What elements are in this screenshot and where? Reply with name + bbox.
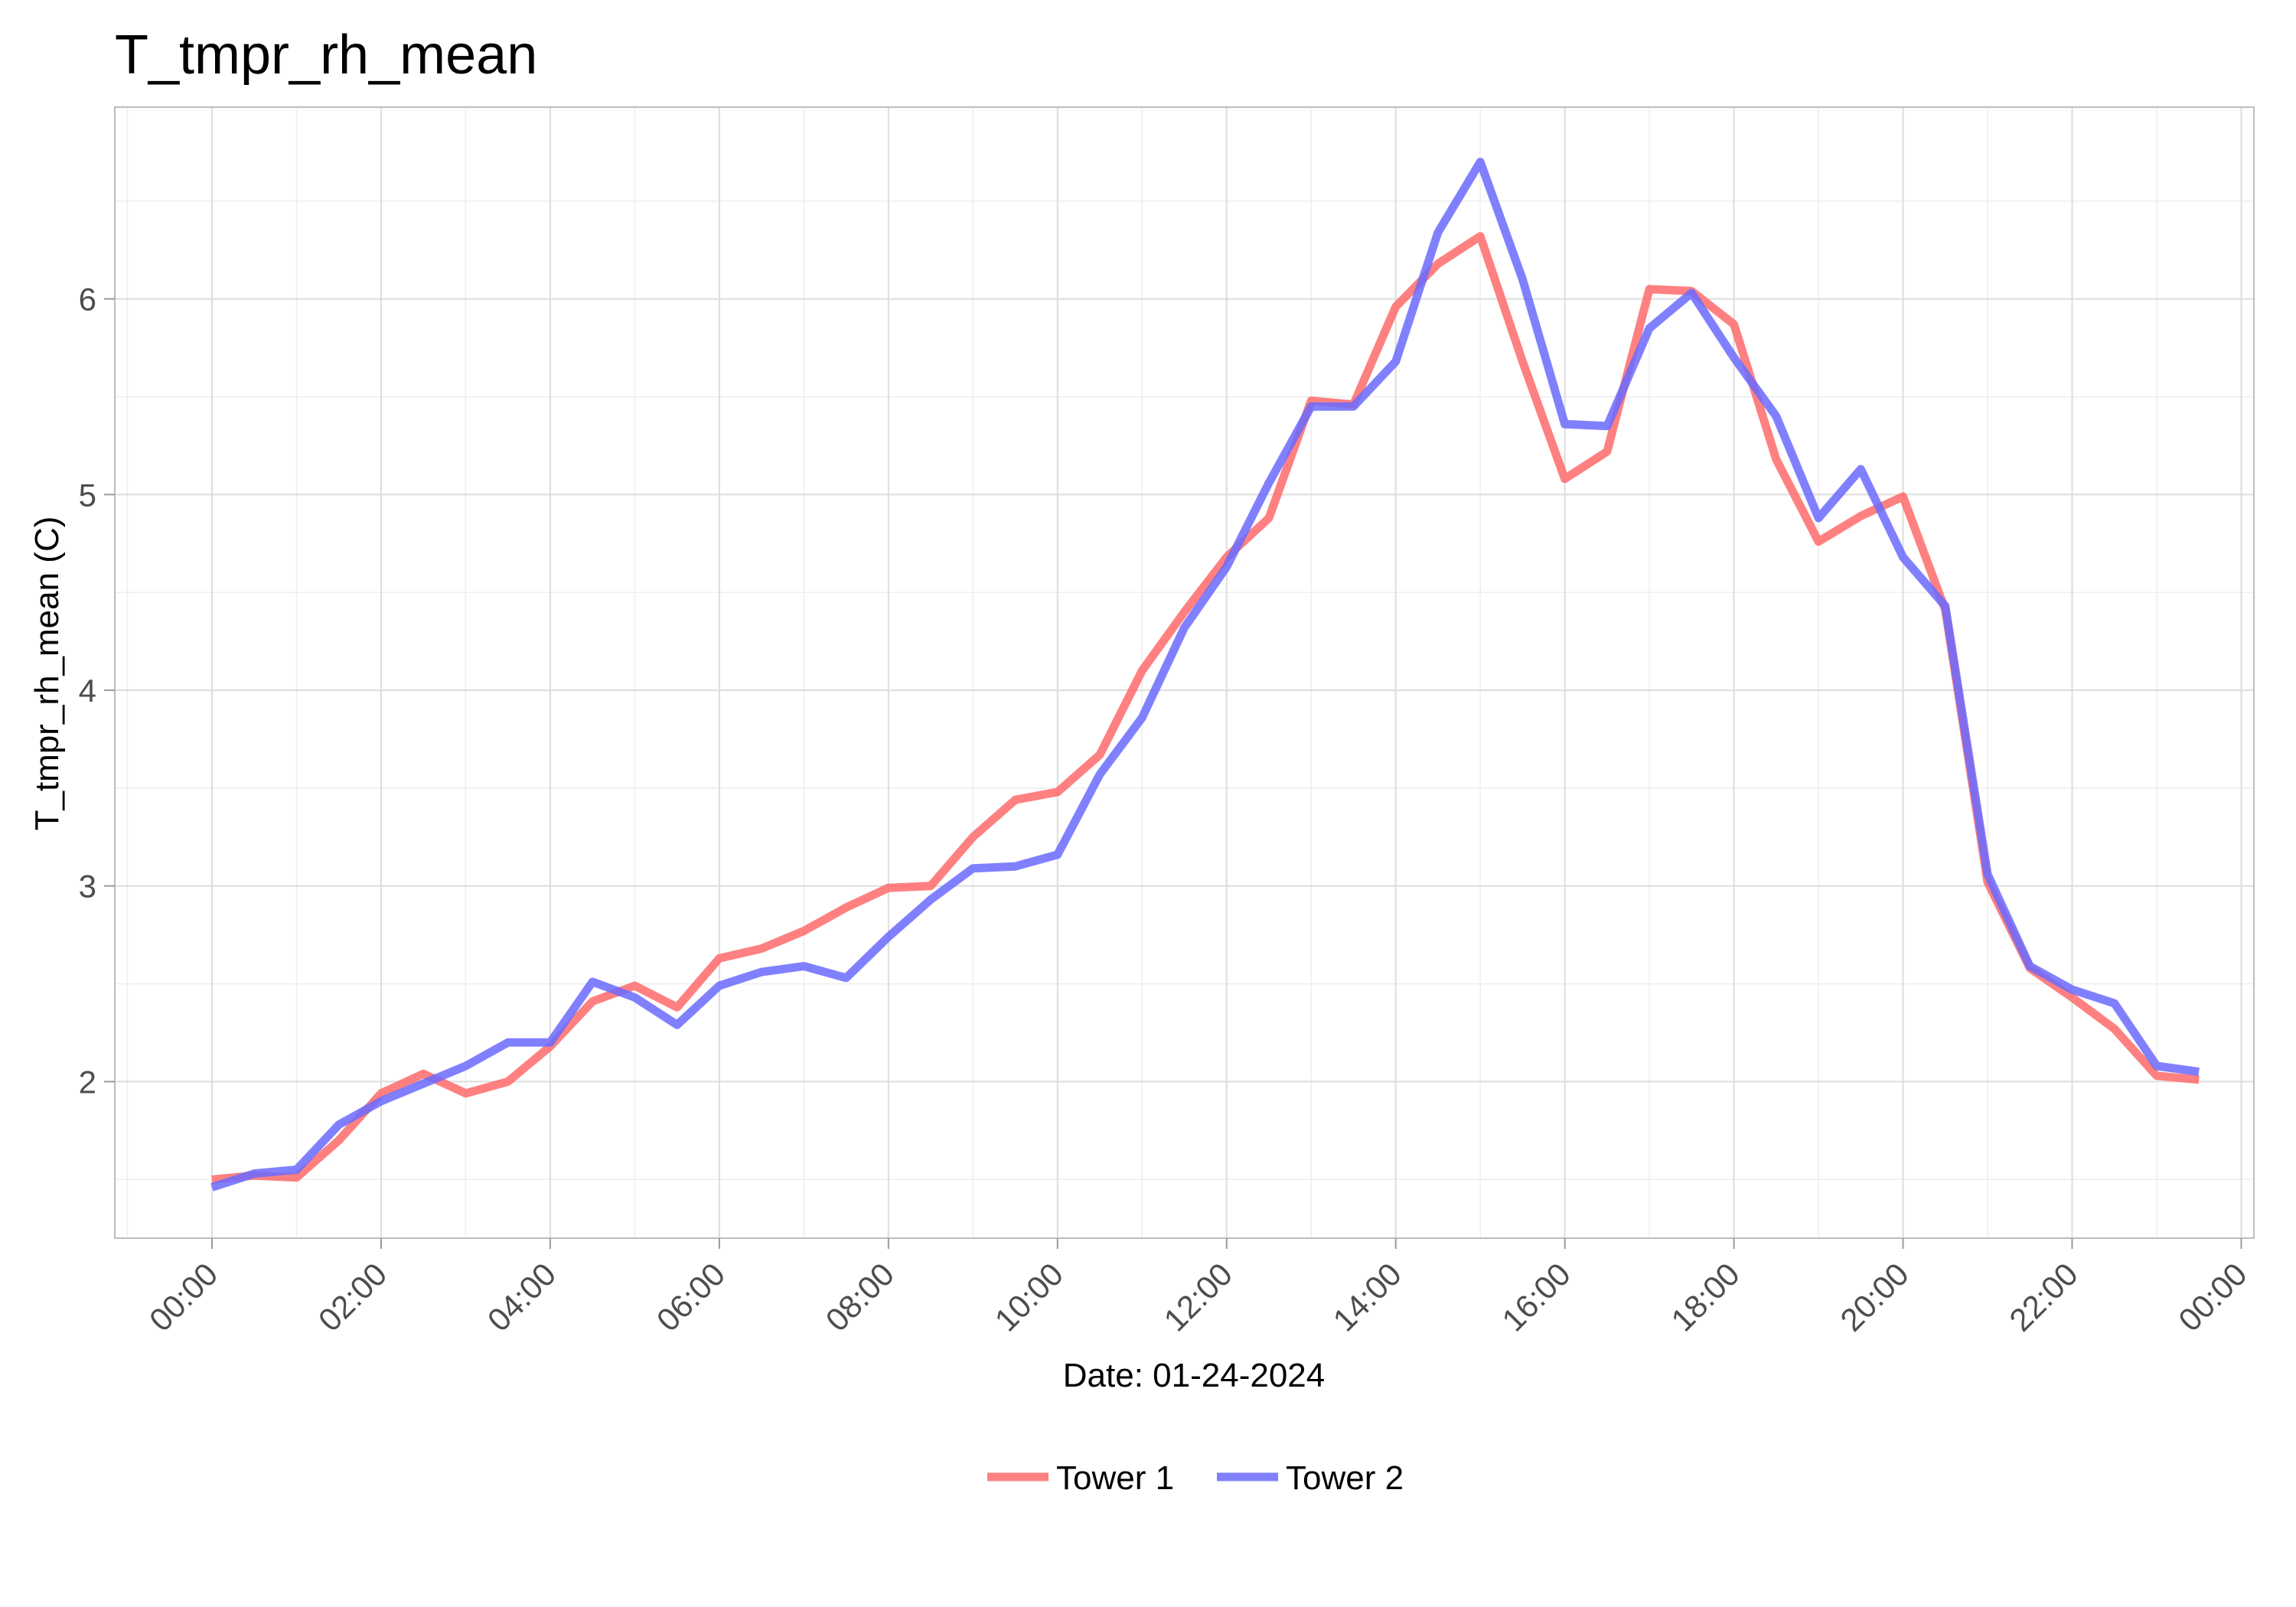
x-tick-label: 00:00 <box>2171 1256 2254 1338</box>
y-axis-title: T_tmpr_rh_mean (C) <box>28 517 66 831</box>
y-tick-label: 4 <box>79 673 96 709</box>
x-tick-label: 20:00 <box>1833 1256 1916 1338</box>
x-tick-label: 08:00 <box>819 1256 902 1338</box>
x-tick-label: 04:00 <box>481 1256 563 1338</box>
y-tick-label: 6 <box>79 282 96 318</box>
y-tick-label: 2 <box>79 1064 96 1100</box>
x-tick-label: 14:00 <box>1326 1256 1408 1338</box>
x-tick-label: 22:00 <box>2002 1256 2085 1338</box>
chart-title: T_tmpr_rh_mean <box>115 24 537 86</box>
legend: Tower 1 Tower 2 <box>987 1459 1404 1497</box>
plot-panel <box>114 106 2255 1239</box>
y-tick-label: 5 <box>79 477 96 513</box>
x-axis-title: Date: 01-24-2024 <box>1063 1357 1325 1394</box>
x-tick-label: 18:00 <box>1664 1256 1746 1338</box>
x-tick-label: 00:00 <box>142 1256 225 1338</box>
y-tick-label: 3 <box>79 869 96 905</box>
x-tick-label: 12:00 <box>1157 1256 1240 1338</box>
x-tick-label: 02:00 <box>311 1256 394 1338</box>
series-line-tower-2 <box>210 158 2200 1191</box>
series-line-tower-1 <box>211 232 2200 1184</box>
legend-label-tower-2: Tower 2 <box>1286 1459 1404 1497</box>
x-tick-label: 10:00 <box>988 1256 1071 1338</box>
legend-label-tower-1: Tower 1 <box>1056 1459 1174 1497</box>
x-tick-label: 06:00 <box>650 1256 732 1338</box>
x-tick-label: 16:00 <box>1495 1256 1577 1338</box>
